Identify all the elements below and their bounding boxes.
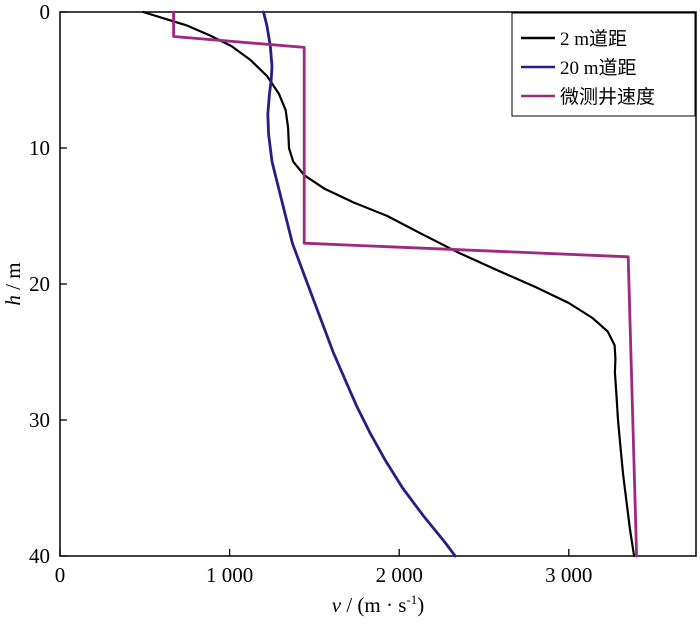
x-axis-exponent: -1 (406, 592, 417, 607)
legend-label-1: 20 m道距 (560, 57, 637, 79)
x-axis-label: v / (m · s-1) (332, 592, 425, 617)
series-line-2 (172, 10, 638, 558)
series-lines (142, 10, 638, 558)
legend-label-2: 微测井速度 (560, 86, 655, 108)
y-axis-units: / m (1, 262, 25, 295)
x-tick-label-0: 0 (55, 563, 66, 587)
y-tick-label-0: 0 (40, 0, 51, 24)
x-tick-label-3: 3 000 (545, 563, 592, 587)
y-tick-label-3: 30 (29, 408, 50, 432)
series-line-0 (142, 10, 636, 558)
y-tick-label-2: 20 (29, 272, 50, 296)
x-axis-units: / (m · s (341, 593, 406, 617)
x-tick-label-1: 1 000 (206, 563, 253, 587)
y-tick-label-4: 40 (29, 544, 50, 568)
x-axis-close: ) (417, 593, 424, 617)
series-line-1 (262, 10, 457, 558)
legend-label-0: 2 m道距 (560, 28, 627, 50)
x-axis-var: v (332, 593, 342, 617)
y-axis-label: h / m (1, 262, 25, 305)
axis-ticks: 0 1 000 2 000 3 000 0 10 20 30 40 (29, 0, 592, 587)
y-tick-label-1: 10 (29, 136, 50, 160)
x-tick-label-2: 2 000 (376, 563, 423, 587)
legend-box (511, 12, 696, 117)
y-axis-var: h (1, 295, 25, 306)
